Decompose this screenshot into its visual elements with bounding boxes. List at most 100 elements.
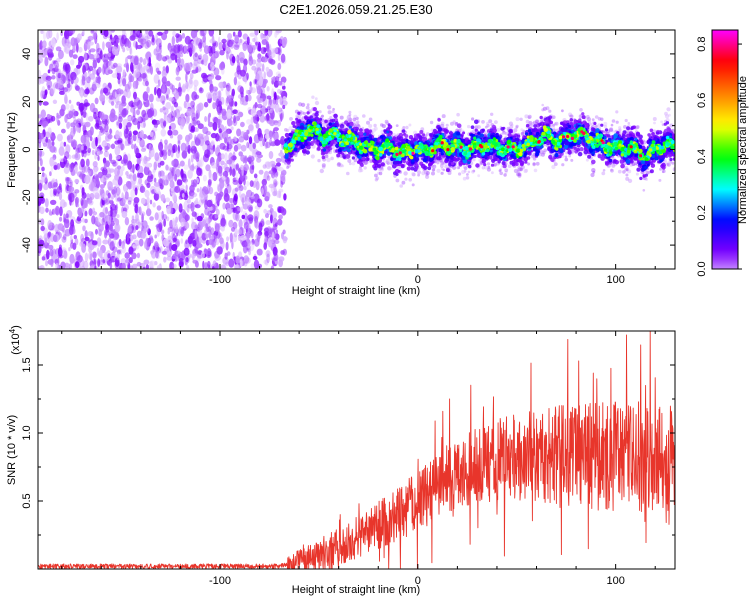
- noise-blob: [150, 174, 154, 180]
- noise-blob: [185, 134, 191, 143]
- noise-blob: [118, 113, 123, 120]
- noise-blob: [96, 42, 100, 53]
- noise-blob: [250, 116, 254, 124]
- noise-blob: [103, 175, 110, 180]
- noise-blob: [107, 181, 113, 191]
- noise-blob: [261, 38, 268, 46]
- noise-blob: [209, 38, 216, 44]
- noise-blob: [134, 187, 138, 196]
- noise-blob: [93, 111, 97, 120]
- noise-blob: [115, 194, 121, 203]
- noise-blob: [132, 234, 137, 240]
- noise-blob: [111, 46, 118, 56]
- noise-blob: [278, 190, 282, 199]
- noise-blob: [227, 129, 230, 134]
- noise-blob: [149, 199, 153, 205]
- noise-blob: [183, 164, 189, 170]
- noise-blob: [49, 145, 56, 153]
- noise-blob: [211, 162, 217, 169]
- noise-blob: [243, 216, 248, 226]
- noise-blob: [168, 97, 174, 102]
- noise-blob: [38, 149, 43, 157]
- noise-blob: [109, 233, 115, 239]
- noise-blob: [243, 163, 250, 172]
- ridge-point: [519, 117, 523, 122]
- ridge-point: [568, 154, 572, 158]
- noise-blob: [246, 180, 250, 187]
- noise-blob: [256, 116, 260, 122]
- noise-blob: [77, 207, 82, 218]
- noise-blob: [251, 164, 255, 170]
- noise-blob: [115, 218, 120, 226]
- noise-blob: [212, 121, 218, 131]
- noise-blob: [51, 75, 56, 80]
- noise-blob: [179, 120, 185, 130]
- noise-blob: [87, 130, 93, 138]
- noise-blob: [253, 214, 259, 223]
- noise-blob: [122, 78, 127, 87]
- ridge-point: [504, 168, 509, 173]
- noise-blob: [203, 45, 210, 55]
- noise-blob: [117, 88, 122, 95]
- ridge-point: [467, 170, 471, 174]
- noise-blob: [273, 253, 279, 262]
- ridge-point: [436, 168, 441, 173]
- noise-blob: [144, 190, 150, 198]
- noise-blob: [146, 86, 150, 94]
- noise-blob: [82, 217, 85, 223]
- noise-blob: [153, 182, 160, 187]
- noise-blob: [199, 87, 203, 92]
- noise-blob: [41, 256, 46, 261]
- noise-blob: [206, 199, 213, 208]
- ridge-point: [348, 110, 352, 114]
- noise-blob: [246, 94, 252, 102]
- noise-blob: [272, 210, 277, 217]
- noise-blob: [175, 223, 179, 234]
- noise-blob: [124, 252, 130, 259]
- noise-blob: [238, 189, 242, 198]
- noise-blob: [219, 142, 226, 150]
- ridge-point: [327, 105, 332, 110]
- noise-blob: [149, 131, 154, 138]
- noise-blob: [259, 137, 264, 148]
- noise-blob: [186, 108, 192, 117]
- noise-blob: [185, 80, 189, 90]
- noise-blob: [229, 166, 232, 176]
- ridge-point: [611, 163, 616, 168]
- ridge-point: [408, 123, 412, 127]
- noise-blob: [167, 129, 173, 136]
- noise-blob: [73, 235, 78, 240]
- noise-blob: [248, 123, 254, 133]
- noise-blob: [127, 136, 131, 144]
- noise-blob: [282, 37, 288, 47]
- noise-blob: [276, 162, 281, 167]
- noise-blob: [83, 71, 88, 78]
- noise-blob: [91, 263, 96, 269]
- noise-blob: [246, 230, 250, 240]
- noise-blob: [224, 152, 228, 162]
- noise-blob: [60, 31, 63, 36]
- noise-blob: [195, 136, 200, 146]
- noise-blob: [263, 259, 267, 265]
- noise-blob: [200, 251, 205, 259]
- noise-blob: [127, 225, 133, 234]
- noise-blob: [126, 89, 131, 99]
- ridge-point: [530, 154, 534, 158]
- noise-blob: [263, 71, 267, 80]
- noise-blob: [268, 183, 275, 189]
- noise-blob: [225, 200, 231, 210]
- noise-blob: [63, 262, 70, 268]
- ridge-point: [324, 154, 328, 158]
- noise-blob: [143, 155, 148, 165]
- ridge-point: [432, 164, 437, 169]
- noise-blob: [230, 126, 234, 131]
- noise-blob: [112, 62, 118, 68]
- ridge-point: [653, 121, 656, 125]
- noise-blob: [114, 174, 120, 181]
- noise-blob: [161, 250, 168, 255]
- noise-blob: [236, 143, 242, 150]
- noise-blob: [98, 249, 103, 259]
- noise-blob: [159, 150, 164, 158]
- noise-blob: [40, 225, 45, 232]
- noise-blob: [209, 80, 213, 85]
